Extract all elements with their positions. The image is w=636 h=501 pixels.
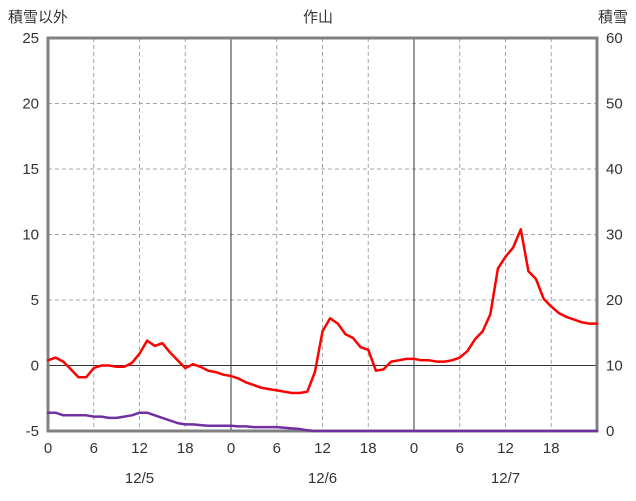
left-series-line: [46, 228, 599, 395]
right-axis-tick-label: 40: [606, 161, 623, 178]
date-label: 12/6: [308, 470, 337, 487]
right-axis-tick-label: 50: [606, 96, 623, 113]
left-axis-tick-label: 5: [31, 292, 39, 309]
x-axis-tick-label: 18: [360, 440, 377, 457]
x-axis-tick-label: 18: [177, 440, 194, 457]
left-axis-tick-label: -5: [26, 423, 39, 440]
x-axis-tick-label: 0: [227, 440, 235, 457]
right-axis-tick-label: 60: [606, 30, 623, 47]
right-axis-tick-label: 0: [606, 423, 614, 440]
left-axis-tick-label: 10: [22, 227, 39, 244]
left-axis-tick-label: 15: [22, 161, 39, 178]
left-axis-tick-label: 25: [22, 30, 39, 47]
x-axis-tick-label: 0: [410, 440, 418, 457]
x-axis-tick-label: 18: [543, 440, 560, 457]
date-label: 12/5: [125, 470, 154, 487]
x-axis-tick-label: 6: [456, 440, 464, 457]
right-axis-tick-label: 10: [606, 358, 623, 375]
x-axis-tick-label: 12: [131, 440, 148, 457]
right-axis-tick-label: 30: [606, 227, 623, 244]
x-axis-tick-label: 12: [314, 440, 331, 457]
left-axis-tick-label: 20: [22, 96, 39, 113]
right-axis-title: 積雪: [597, 9, 628, 26]
right-axis-tick-label: 20: [606, 292, 623, 309]
chart-title: 作山: [302, 9, 333, 26]
x-axis-tick-label: 0: [44, 440, 52, 457]
right-series-line: [46, 411, 599, 433]
left-axis-title: 積雪以外: [8, 9, 69, 26]
date-label: 12/7: [491, 470, 520, 487]
x-axis-tick-label: 6: [273, 440, 281, 457]
left-axis-tick-label: 0: [31, 358, 39, 375]
x-axis-tick-label: 6: [90, 440, 98, 457]
x-axis-tick-label: 12: [497, 440, 514, 457]
gridlines: [48, 38, 597, 431]
